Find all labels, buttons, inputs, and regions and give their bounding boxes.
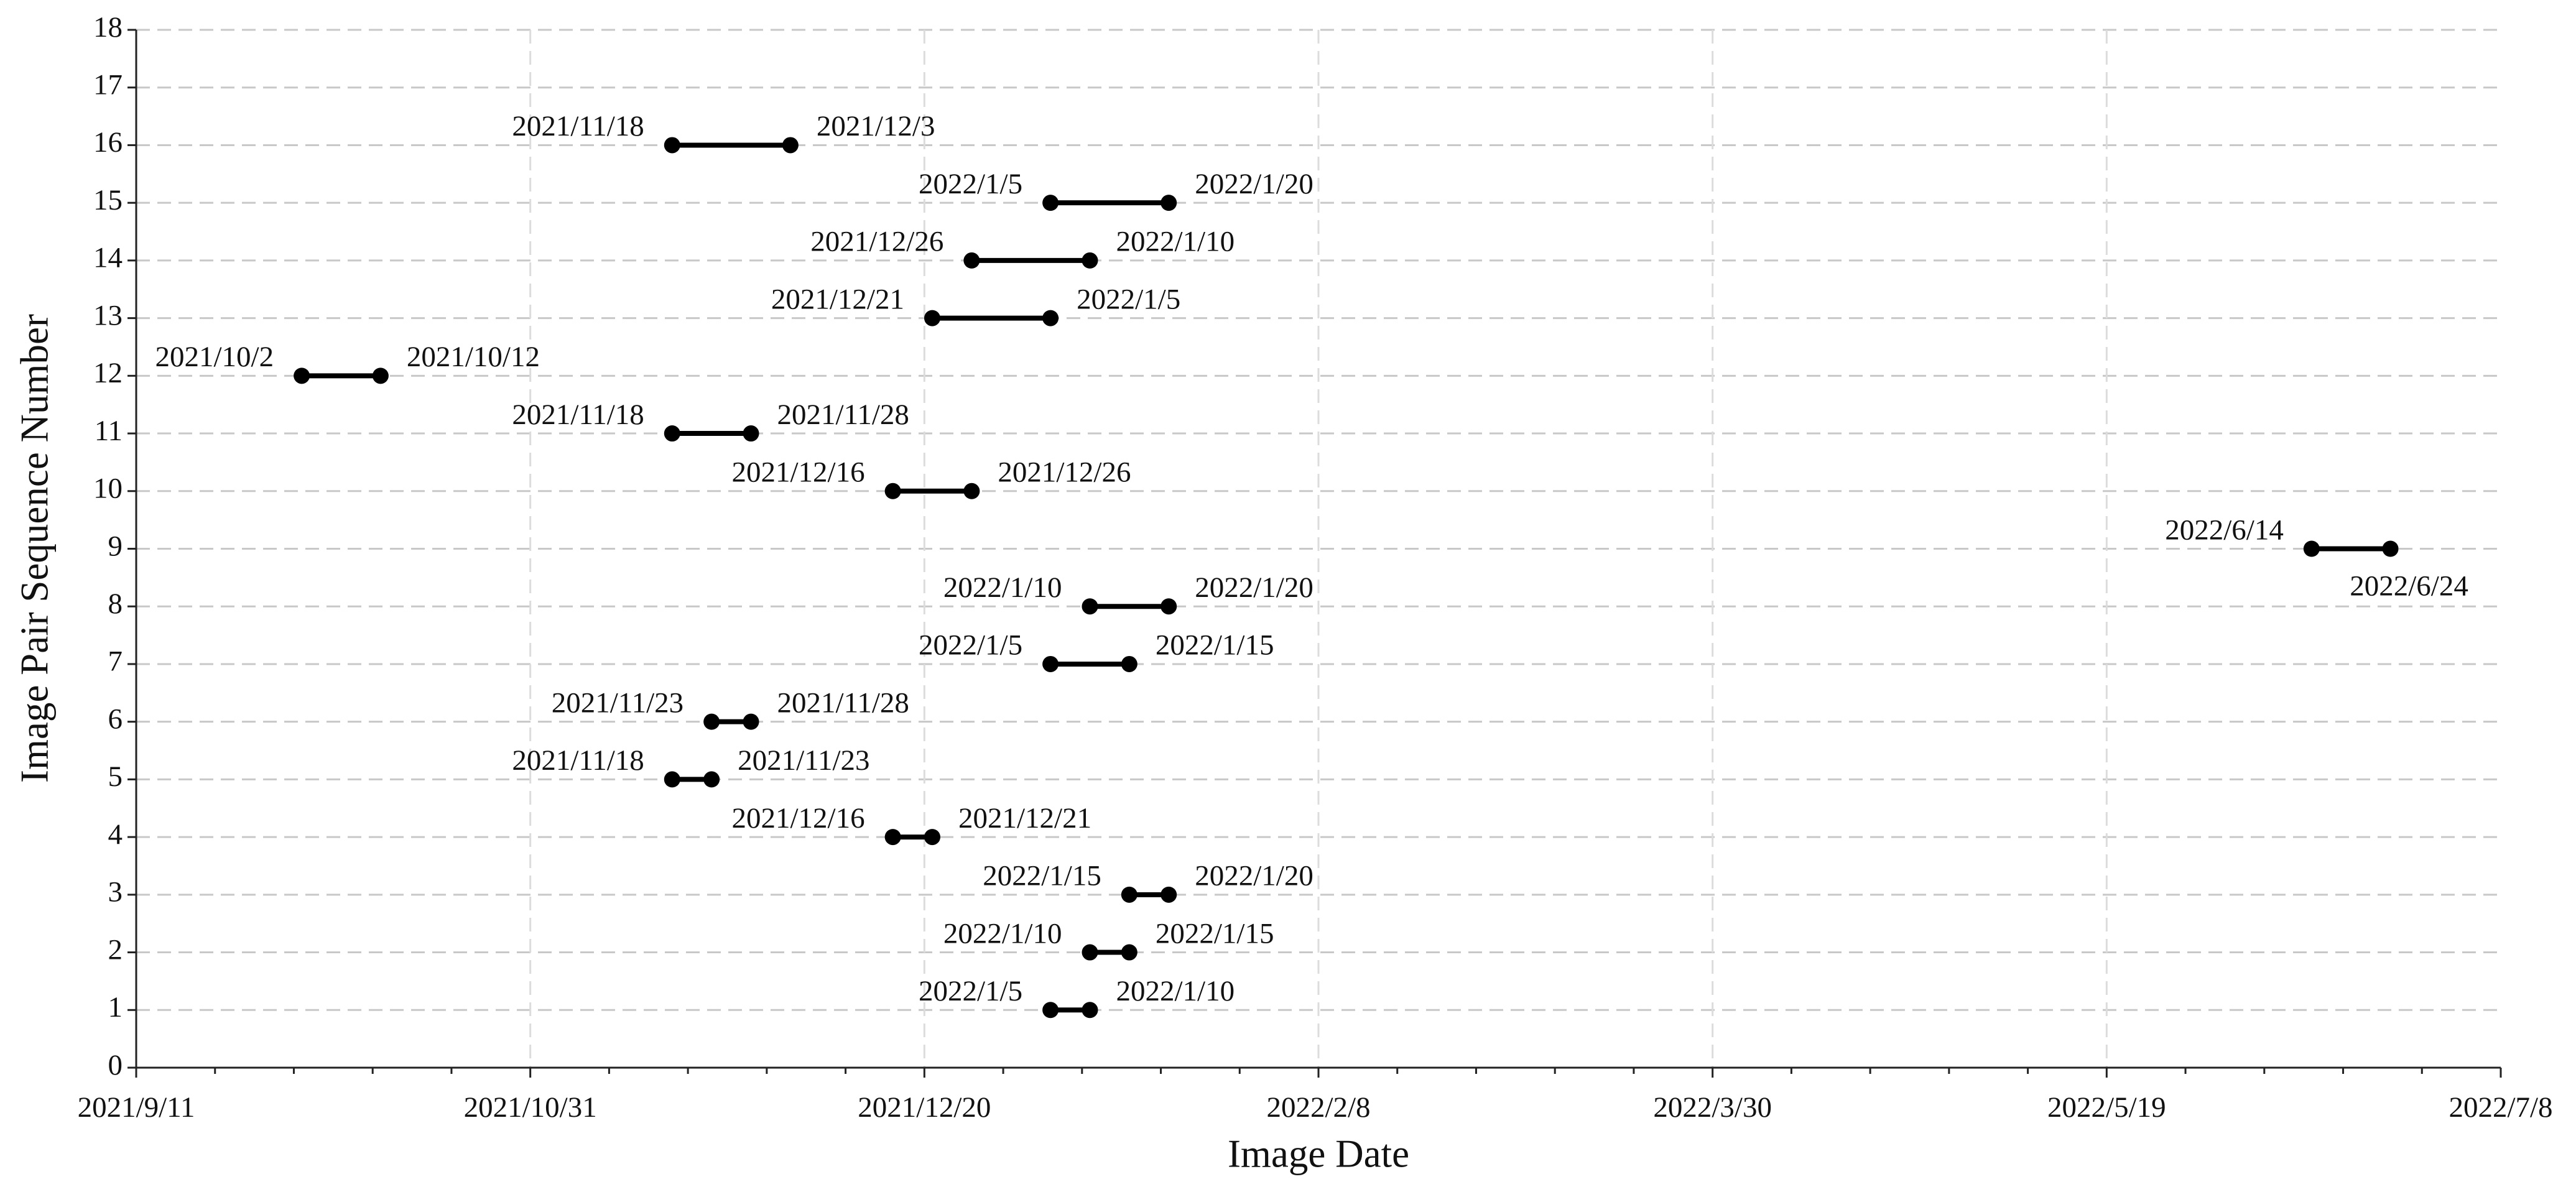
y-tick-label: 2 <box>108 933 123 966</box>
end-label: 2022/1/5 <box>1077 283 1180 315</box>
start-label: 2022/6/14 <box>2165 514 2284 546</box>
end-label: 2021/12/26 <box>998 456 1131 489</box>
x-tick-label: 2022/3/30 <box>1653 1091 1772 1124</box>
start-label: 2021/11/18 <box>512 110 644 142</box>
end-dot <box>782 137 799 154</box>
y-tick-label: 12 <box>93 357 123 389</box>
end-label: 2021/10/12 <box>407 341 540 373</box>
y-tick-label: 4 <box>108 818 123 851</box>
x-tick-label: 2021/9/11 <box>78 1091 195 1124</box>
end-dot <box>703 771 720 788</box>
start-label: 2021/12/16 <box>732 456 865 489</box>
end-label: 2022/1/15 <box>1156 917 1274 950</box>
end-dot <box>372 367 389 384</box>
start-label: 2021/11/23 <box>552 686 683 719</box>
start-dot <box>1082 598 1098 615</box>
start-dot <box>664 137 680 154</box>
x-tick-label: 2021/10/31 <box>464 1091 597 1124</box>
start-label: 2022/1/5 <box>919 629 1022 662</box>
y-tick-label: 5 <box>108 760 123 793</box>
end-label: 2021/11/28 <box>777 399 909 431</box>
end-label: 2021/11/28 <box>777 686 909 719</box>
end-label: 2021/11/23 <box>738 744 869 777</box>
y-tick-label: 3 <box>108 876 123 908</box>
x-tick-label: 2021/12/20 <box>858 1091 991 1124</box>
start-dot <box>1042 1002 1059 1019</box>
y-tick-label: 9 <box>108 530 123 562</box>
start-label: 2022/1/5 <box>919 975 1022 1007</box>
end-dot <box>2382 540 2399 557</box>
end-dot <box>1161 886 1177 903</box>
y-tick-label: 15 <box>93 184 123 216</box>
start-dot <box>664 425 680 442</box>
end-dot <box>1082 1002 1098 1019</box>
end-dot <box>924 829 941 846</box>
end-label: 2021/12/21 <box>958 802 1091 834</box>
y-tick-label: 16 <box>93 126 123 159</box>
y-tick-label: 14 <box>93 242 123 274</box>
start-label: 2021/12/26 <box>810 226 943 258</box>
start-label: 2021/11/18 <box>512 744 644 777</box>
end-dot <box>963 483 980 499</box>
start-label: 2021/12/21 <box>771 283 904 315</box>
y-tick-label: 0 <box>108 1049 123 1081</box>
end-dot <box>1161 195 1177 211</box>
x-axis-title: Image Date <box>1228 1132 1409 1175</box>
start-dot <box>963 252 980 269</box>
y-tick-label: 10 <box>93 473 123 505</box>
y-tick-label: 8 <box>108 588 123 620</box>
start-label: 2022/1/15 <box>983 860 1101 892</box>
y-tick-label: 1 <box>108 991 123 1024</box>
end-label: 2021/12/3 <box>817 110 935 142</box>
start-label: 2021/12/16 <box>732 802 865 834</box>
y-tick-label: 18 <box>93 11 123 44</box>
end-label: 2022/1/10 <box>1116 226 1235 258</box>
start-dot <box>1042 655 1059 672</box>
start-label: 2021/11/18 <box>512 399 644 431</box>
end-dot <box>1082 252 1098 269</box>
end-dot <box>1121 655 1137 672</box>
start-label: 2022/1/5 <box>919 168 1022 200</box>
start-dot <box>664 771 680 788</box>
end-label: 2022/1/20 <box>1195 168 1313 200</box>
start-dot <box>1082 944 1098 961</box>
y-axis-title: Image Pair Sequence Number <box>12 314 56 783</box>
y-tick-label: 11 <box>95 415 123 447</box>
end-label: 2022/1/20 <box>1195 860 1313 892</box>
start-dot <box>294 367 310 384</box>
end-label: 2022/1/15 <box>1156 629 1274 662</box>
x-tick-label: 2022/5/19 <box>2047 1091 2166 1124</box>
y-tick-label: 6 <box>108 703 123 735</box>
start-label: 2022/1/10 <box>943 571 1062 604</box>
end-dot <box>1161 598 1177 615</box>
end-dot <box>743 425 759 442</box>
start-dot <box>884 483 901 499</box>
y-tick-label: 17 <box>93 69 123 101</box>
start-dot <box>703 713 720 730</box>
y-tick-label: 7 <box>108 645 123 678</box>
start-dot <box>884 829 901 846</box>
start-dot <box>1042 195 1059 211</box>
start-label: 2022/1/10 <box>943 917 1062 950</box>
start-dot <box>2303 540 2320 557</box>
end-dot <box>743 713 759 730</box>
start-dot <box>924 310 941 326</box>
end-dot <box>1042 310 1059 326</box>
start-label: 2021/10/2 <box>155 341 274 373</box>
x-tick-label: 2022/2/8 <box>1266 1091 1370 1124</box>
end-dot <box>1121 944 1137 961</box>
end-label: 2022/1/20 <box>1195 571 1313 604</box>
end-label: 2022/1/10 <box>1116 975 1235 1007</box>
x-tick-label: 2022/7/8 <box>2449 1091 2552 1124</box>
end-label: 2022/6/24 <box>2350 570 2468 602</box>
start-dot <box>1121 886 1137 903</box>
y-tick-label: 13 <box>93 299 123 331</box>
